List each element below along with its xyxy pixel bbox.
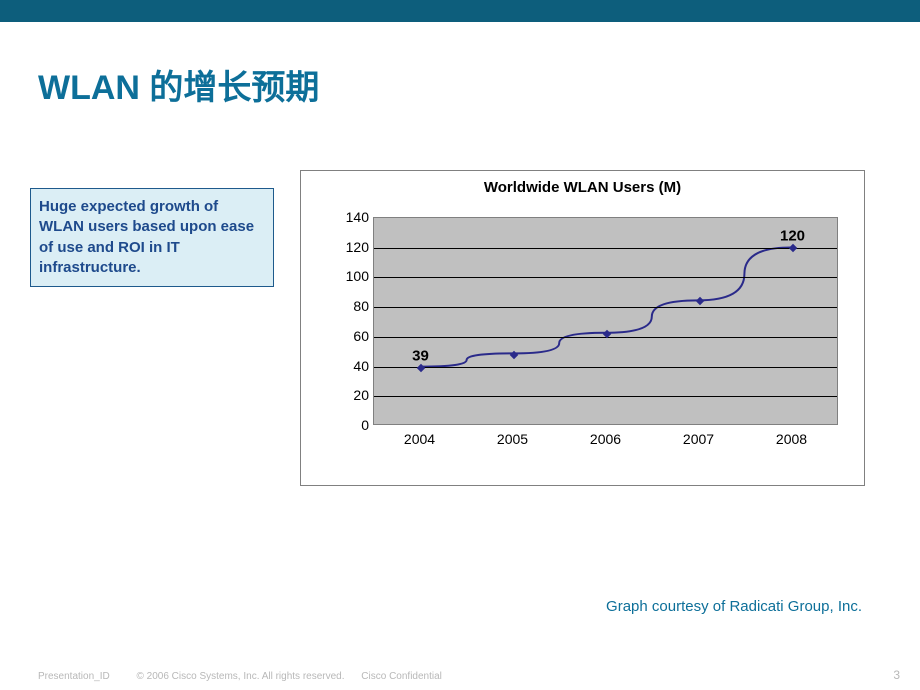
- y-axis-tick: 100: [339, 268, 369, 284]
- gridline: [374, 367, 837, 368]
- y-axis-tick: 120: [339, 239, 369, 255]
- y-axis-tick: 60: [339, 328, 369, 344]
- chart-data-label: 39: [412, 348, 429, 365]
- gridline: [374, 307, 837, 308]
- chart-container: Worldwide WLAN Users (M) 39 120 0 20 40 60 80…: [300, 170, 865, 486]
- footer: Presentation_ID © 2006 Cisco Systems, In…: [38, 671, 900, 682]
- plot-area: 39 120: [373, 217, 838, 425]
- gridline: [374, 396, 837, 397]
- top-bar: [0, 0, 920, 22]
- chart-title: Worldwide WLAN Users (M): [301, 171, 864, 196]
- y-axis-tick: 40: [339, 358, 369, 374]
- y-axis-tick: 0: [339, 417, 369, 433]
- x-axis-tick: 2004: [404, 431, 435, 447]
- x-axis-tick: 2007: [683, 431, 714, 447]
- gridline: [374, 277, 837, 278]
- callout-box: Huge expected growth of WLAN users based…: [30, 188, 274, 287]
- y-axis-tick: 80: [339, 298, 369, 314]
- gridline: [374, 248, 837, 249]
- y-axis-tick: 20: [339, 387, 369, 403]
- footer-presentation-id: Presentation_ID: [38, 671, 110, 682]
- chart-line-layer: [374, 218, 837, 424]
- page-number: 3: [893, 668, 900, 682]
- chart-attribution: Graph courtesy of Radicati Group, Inc.: [606, 598, 862, 615]
- plot-wrap: 39 120 0 20 40 60 80 100 120 140 2004 2005 2006 2007…: [339, 211, 844, 447]
- chart-data-label: 120: [780, 227, 805, 244]
- x-axis-tick: 2006: [590, 431, 621, 447]
- x-axis-tick: 2005: [497, 431, 528, 447]
- page-title: WLAN 的增长预期: [38, 60, 319, 109]
- x-axis-tick: 2008: [776, 431, 807, 447]
- y-axis-tick: 140: [339, 209, 369, 225]
- callout-text: Huge expected growth of WLAN users based…: [39, 198, 254, 276]
- footer-confidential: Cisco Confidential: [361, 671, 442, 682]
- footer-copyright: © 2006 Cisco Systems, Inc. All rights re…: [137, 671, 345, 682]
